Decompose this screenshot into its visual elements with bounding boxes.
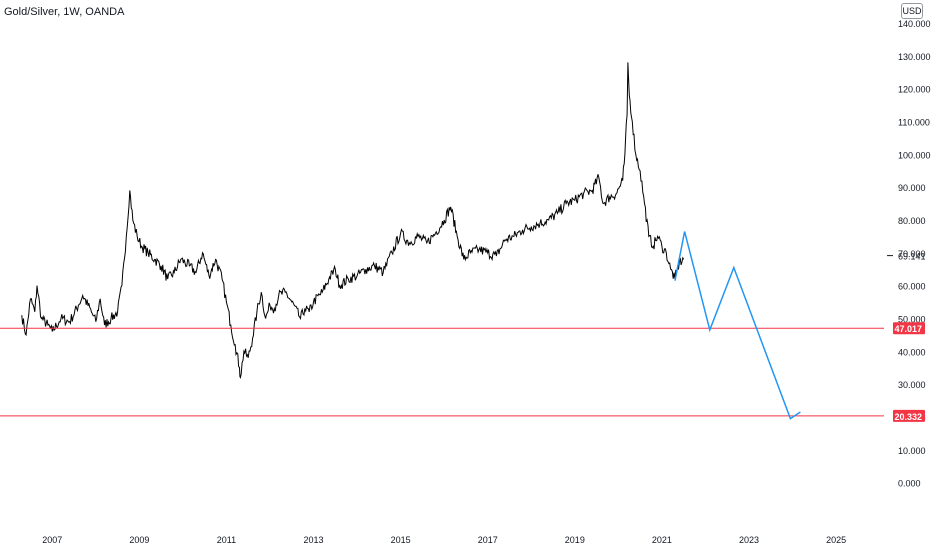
projection-line <box>674 231 801 420</box>
x-tick-label-5: 2017 <box>478 535 498 545</box>
x-tick-label-8: 2023 <box>739 535 759 545</box>
level-badge-1 <box>893 409 925 422</box>
x-tick-label-1: 2009 <box>129 535 149 545</box>
y-tick-label-2: 10.000 <box>898 446 926 456</box>
x-tick-label-7: 2021 <box>652 535 672 545</box>
x-tick-label-9: 2025 <box>826 535 846 545</box>
y-tick-label-10: 90.000 <box>898 183 926 193</box>
symbol-title[interactable]: Gold/Silver, 1W, OANDA <box>4 6 125 18</box>
x-tick-label-0: 2007 <box>42 535 62 545</box>
last-price-label: 69.141 <box>898 252 926 262</box>
level-badge-label-1: 20.332 <box>894 412 922 422</box>
y-tick-label-4: 30.000 <box>898 380 926 390</box>
y-tick-label-8: 70.000 <box>898 249 926 259</box>
y-tick-label-14: 130.000 <box>898 52 931 62</box>
x-tick-label-3: 2013 <box>304 535 324 545</box>
y-tick-label-7: 60.000 <box>898 282 926 292</box>
y-tick-label-1: 0.000 <box>898 479 921 489</box>
x-tick-label-6: 2019 <box>565 535 585 545</box>
currency-button[interactable]: USD <box>901 3 923 19</box>
x-tick-label-2: 2011 <box>217 535 236 545</box>
level-badge-0 <box>893 322 925 335</box>
y-tick-label-12: 110.000 <box>898 117 930 127</box>
x-tick-label-4: 2015 <box>391 535 411 545</box>
y-tick-label-13: 120.000 <box>898 85 931 95</box>
y-tick-label-9: 80.000 <box>898 216 926 226</box>
y-tick-label-15: 140.000 <box>898 19 931 29</box>
level-badge-label-0: 47.017 <box>894 324 922 334</box>
y-tick-label-11: 100.000 <box>898 150 931 160</box>
y-tick-label-6: 50.000 <box>898 314 926 324</box>
y-tick-label-5: 40.000 <box>898 347 926 357</box>
price-series-line <box>21 62 685 379</box>
